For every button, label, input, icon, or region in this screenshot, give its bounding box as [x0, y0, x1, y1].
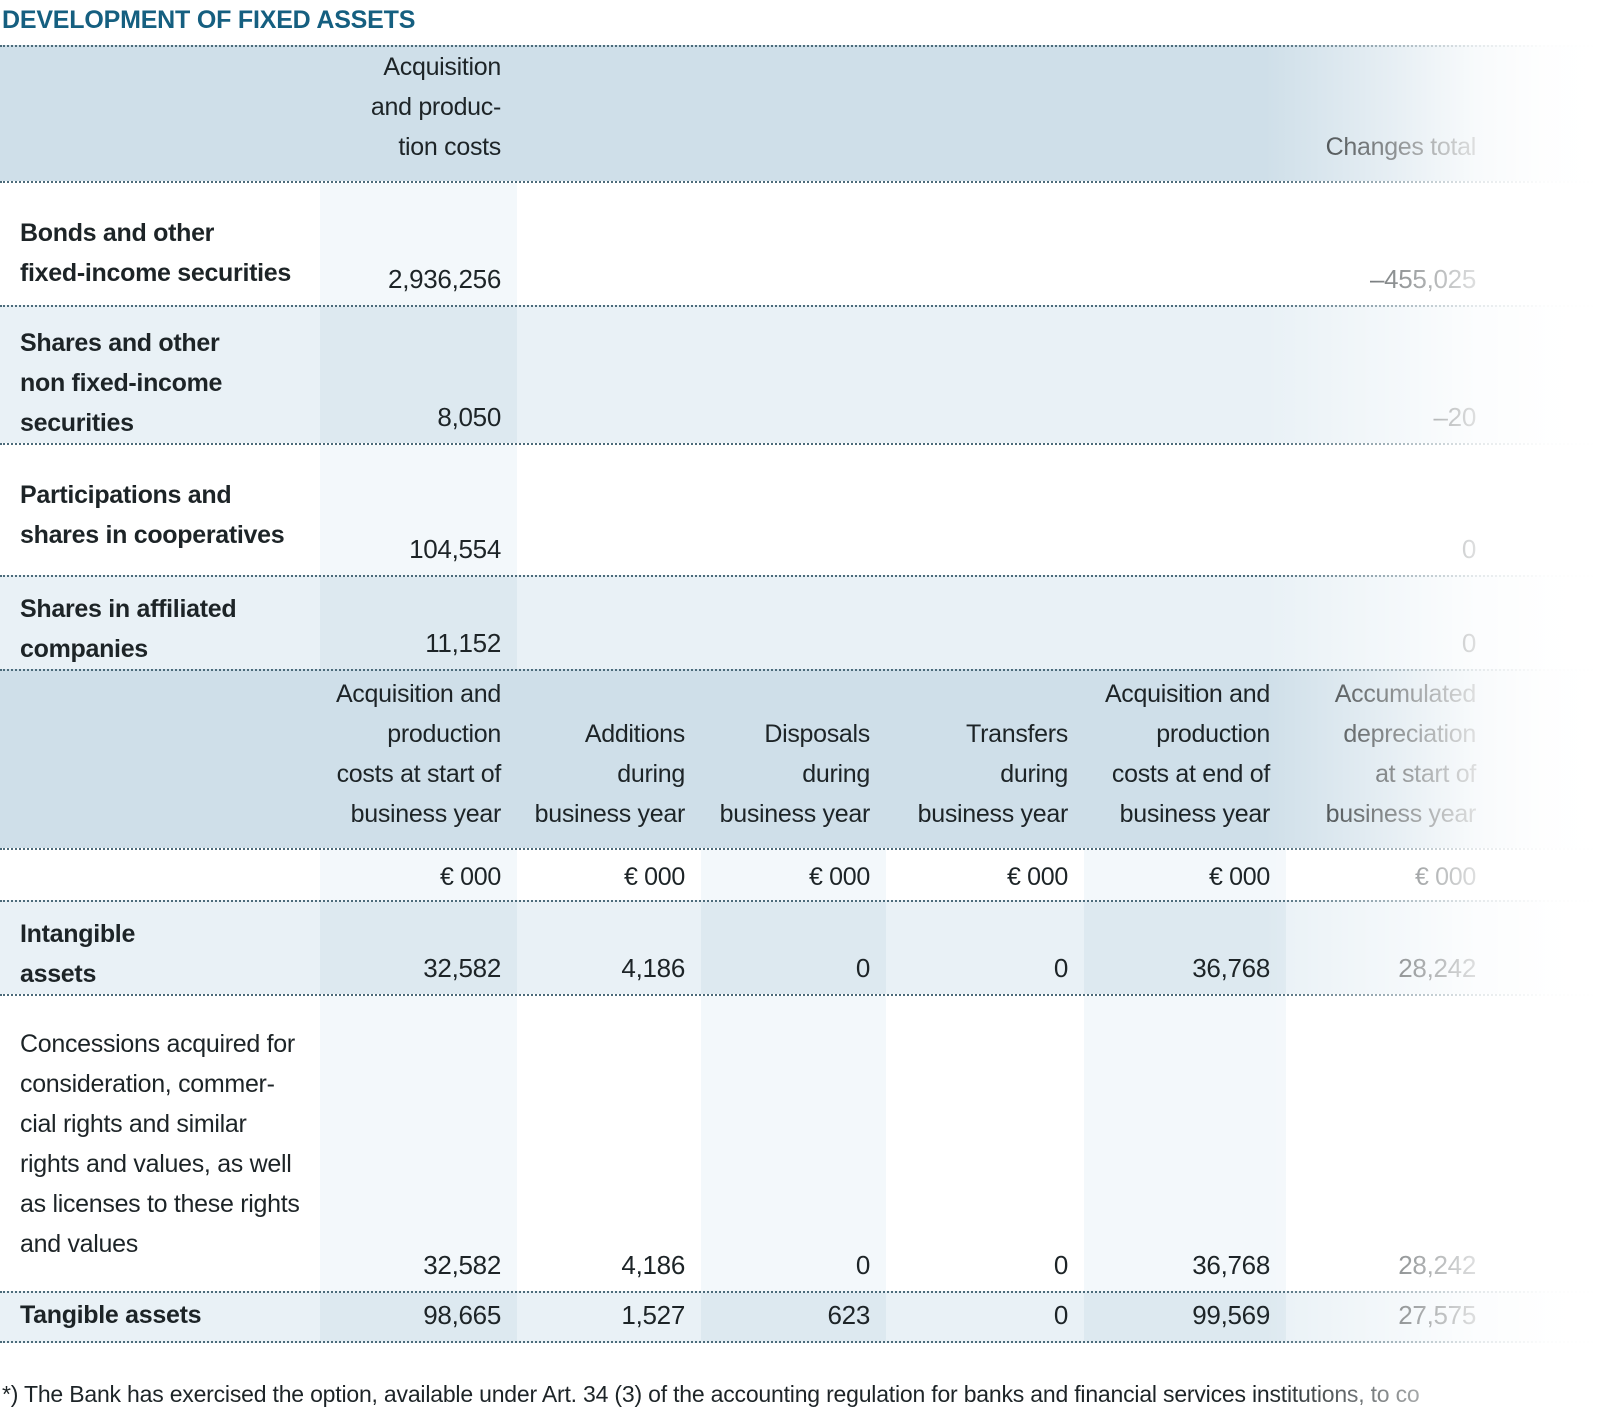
spacer-cell — [517, 445, 1286, 575]
concessions-depreciation-value: 28,242 — [1398, 1250, 1476, 1280]
concessions-transfers-value: 0 — [1053, 1250, 1068, 1280]
intangible-costs-end-value: 36,768 — [1084, 902, 1286, 994]
row-tangible-assets: Tangible assets 98,665 1,527 623 0 99,56… — [0, 1291, 1600, 1343]
bonds-changes-value: –455,025 — [1369, 264, 1476, 294]
spacer-cell — [0, 850, 320, 900]
spacer-cell — [1492, 183, 1600, 305]
concessions-disposals-value: 0 — [701, 996, 886, 1291]
unit-label: € 000 — [1006, 863, 1068, 891]
changes-total-column-header: Changes total — [1325, 133, 1477, 161]
spacer-cell — [517, 307, 1286, 443]
tangible-transfers-value: 0 — [1053, 1300, 1068, 1330]
page-title: DEVELOPMENT OF FIXED ASSETS — [2, 6, 416, 34]
intangible-depreciation-value: 28,242 — [1398, 953, 1476, 983]
main-header-row: Acquisition and production costs at star… — [0, 669, 1600, 848]
unit-row: € 000 € 000 € 000 € 000 € 000 € 000 — [0, 848, 1600, 900]
bonds-label: Bonds and other fixed-income securities — [20, 219, 291, 287]
acquisition-costs-column-header: Acquisition and produc- tion costs — [370, 53, 501, 161]
row-participations: Participations and shares in cooperative… — [0, 443, 1600, 575]
row-intangible-assets: Intangible assets 32,582 4,186 0 0 36,76… — [0, 900, 1600, 994]
spacer-cell — [1492, 671, 1600, 848]
col-header-accumulated-depreciation: Accumulated depreciation at start of bus… — [1325, 680, 1477, 828]
col-header-additions: Additions during business year — [534, 720, 686, 828]
tangible-additions-value: 1,527 — [621, 1300, 685, 1330]
spacer-cell — [0, 671, 320, 848]
row-shares-non-fixed: Shares and other non fixed-income securi… — [0, 305, 1600, 443]
shares-affiliated-changes-value: 0 — [1461, 628, 1476, 658]
shares-non-fixed-acquisition-value: 8,050 — [320, 307, 517, 443]
row-bonds: Bonds and other fixed-income securities … — [0, 181, 1600, 305]
unit-label: € 000 — [701, 850, 886, 900]
spacer-cell — [1492, 445, 1600, 575]
col-header-costs-end: Acquisition and production costs at end … — [1104, 680, 1270, 828]
spacer-cell — [1492, 577, 1600, 669]
tangible-costs-end-value: 99,569 — [1084, 1293, 1286, 1341]
concessions-costs-end-value: 36,768 — [1084, 996, 1286, 1291]
intangible-transfers-value: 0 — [1053, 953, 1068, 983]
securities-header-row: Acquisition and produc- tion costs Chang… — [0, 45, 1600, 181]
spacer-cell — [1492, 307, 1600, 443]
tangible-disposals-value: 623 — [701, 1293, 886, 1341]
bonds-acquisition-value: 2,936,256 — [320, 183, 517, 305]
spacer-cell — [1492, 1293, 1600, 1341]
unit-label: € 000 — [1414, 863, 1476, 891]
concessions-label: Concessions acquired for consideration, … — [20, 1030, 300, 1258]
shares-non-fixed-label: Shares and other non fixed-income securi… — [20, 329, 223, 437]
row-shares-affiliated: Shares in affiliated companies 11,152 0 — [0, 575, 1600, 669]
participations-acquisition-value: 104,554 — [320, 445, 517, 575]
intangible-costs-start-value: 32,582 — [320, 902, 517, 994]
shares-affiliated-label: Shares in affiliated companies — [20, 595, 237, 663]
intangible-assets-label: Intangible assets — [20, 920, 136, 988]
tangible-assets-label: Tangible assets — [20, 1301, 202, 1329]
tangible-depreciation-value: 27,575 — [1398, 1300, 1476, 1330]
spacer-cell — [1492, 47, 1600, 181]
fixed-assets-table: Acquisition and produc- tion costs Chang… — [0, 45, 1600, 1343]
tangible-costs-start-value: 98,665 — [320, 1293, 517, 1341]
spacer-cell — [517, 183, 1286, 305]
col-header-transfers: Transfers during business year — [917, 720, 1069, 828]
concessions-additions-value: 4,186 — [621, 1250, 685, 1280]
concessions-costs-start-value: 32,582 — [320, 996, 517, 1291]
footnote: *) The Bank has exercised the option, av… — [2, 1381, 1420, 1407]
participations-label: Participations and shares in cooperative… — [20, 481, 285, 549]
unit-label: € 000 — [320, 850, 517, 900]
intangible-additions-value: 4,186 — [621, 953, 685, 983]
shares-affiliated-acquisition-value: 11,152 — [320, 577, 517, 669]
unit-label: € 000 — [1084, 850, 1286, 900]
spacer-cell — [517, 577, 1286, 669]
spacer-cell — [1492, 996, 1600, 1291]
spacer-cell — [1492, 850, 1600, 900]
spacer-cell — [0, 47, 320, 181]
col-header-costs-start: Acquisition and production costs at star… — [335, 680, 501, 828]
intangible-disposals-value: 0 — [701, 902, 886, 994]
participations-changes-value: 0 — [1461, 534, 1476, 564]
spacer-cell — [517, 47, 1286, 181]
spacer-cell — [1492, 902, 1600, 994]
unit-label: € 000 — [623, 863, 685, 891]
report-page: DEVELOPMENT OF FIXED ASSETS Acquisition … — [0, 6, 1600, 1413]
shares-non-fixed-changes-value: –20 — [1433, 402, 1477, 432]
row-concessions: Concessions acquired for consideration, … — [0, 994, 1600, 1291]
col-header-disposals: Disposals during business year — [719, 720, 871, 828]
